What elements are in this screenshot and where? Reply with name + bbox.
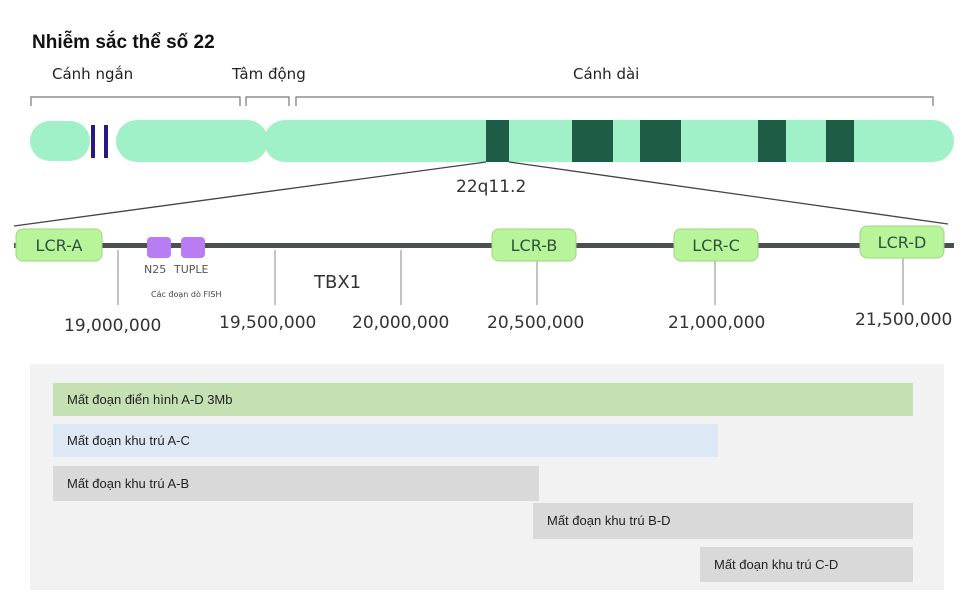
lcr-c-label: LCR-C xyxy=(692,236,740,255)
deletion-b-d: Mất đoạn khu trú B-D xyxy=(533,503,913,539)
deletion-a-c-label: Mất đoạn khu trú A-C xyxy=(67,433,190,448)
coord-20500000: 20,500,000 xyxy=(487,313,584,333)
chromosome-satellite xyxy=(30,121,90,161)
deletion-c-d-label: Mất đoạn khu trú C-D xyxy=(714,557,838,572)
band-dark-3 xyxy=(640,120,681,162)
centromere-bracket xyxy=(245,96,290,106)
centromere-label: Tâm động xyxy=(231,65,306,83)
deletion-b-d-label: Mất đoạn khu trú B-D xyxy=(547,513,671,528)
probe-n25 xyxy=(147,237,171,258)
coord-19500000: 19,500,000 xyxy=(219,313,316,333)
long-arm-bracket xyxy=(295,96,934,106)
deletion-a-c: Mất đoạn khu trú A-C xyxy=(53,424,718,457)
probe-caption: Các đoạn dò FISH xyxy=(151,289,222,300)
coord-21000000: 21,000,000 xyxy=(668,313,765,333)
lcr-c: LCR-C xyxy=(673,228,759,262)
lcr-d: LCR-D xyxy=(859,225,945,259)
region-axis-line xyxy=(14,243,954,248)
band-dark-5 xyxy=(826,120,854,162)
deletion-a-b-label: Mất đoạn khu trú A-B xyxy=(67,476,189,491)
coord-20000000: 20,000,000 xyxy=(352,313,449,333)
short-arm-label: Cánh ngắn xyxy=(52,65,133,83)
short-arm-bracket xyxy=(30,96,241,106)
lcr-d-label: LCR-D xyxy=(878,233,927,252)
region-brackets xyxy=(30,96,934,106)
zoom-lines xyxy=(13,161,949,227)
probe-tuple-label: TUPLE xyxy=(173,263,209,276)
deletion-c-d: Mất đoạn khu trú C-D xyxy=(700,547,913,582)
stalk-mark-2 xyxy=(104,125,108,158)
band-dark-4 xyxy=(758,120,786,162)
lcr-a: LCR-A xyxy=(15,228,103,262)
band-label: 22q11.2 xyxy=(456,177,526,197)
deletion-a-d: Mất đoạn điển hình A-D 3Mb xyxy=(53,383,913,416)
lcr-b: LCR-B xyxy=(491,228,577,262)
gene-tbx1-label: TBX1 xyxy=(313,272,361,293)
chromosome xyxy=(30,120,954,162)
lcr-b-label: LCR-B xyxy=(511,236,558,255)
deletion-a-d-label: Mất đoạn điển hình A-D 3Mb xyxy=(67,392,233,407)
coord-21500000: 21,500,000 xyxy=(855,310,952,330)
fish-probes: N25 TUPLE Các đoạn dò FISH xyxy=(144,237,222,300)
probe-tuple xyxy=(181,237,205,258)
deletion-a-b: Mất đoạn khu trú A-B xyxy=(53,466,539,501)
coordinate-ticks xyxy=(117,250,904,305)
probe-n25-label: N25 xyxy=(144,263,166,276)
band-dark-2 xyxy=(572,120,613,162)
chromosome-short-arm xyxy=(116,120,268,162)
lcr-a-label: LCR-A xyxy=(36,236,83,255)
band-22q11-2 xyxy=(486,120,509,162)
page-title: Nhiễm sắc thể số 22 xyxy=(32,31,215,53)
stalk-mark-1 xyxy=(91,125,95,158)
long-arm-label: Cánh dài xyxy=(573,65,639,83)
coord-19000000: 19,000,000 xyxy=(64,316,161,336)
